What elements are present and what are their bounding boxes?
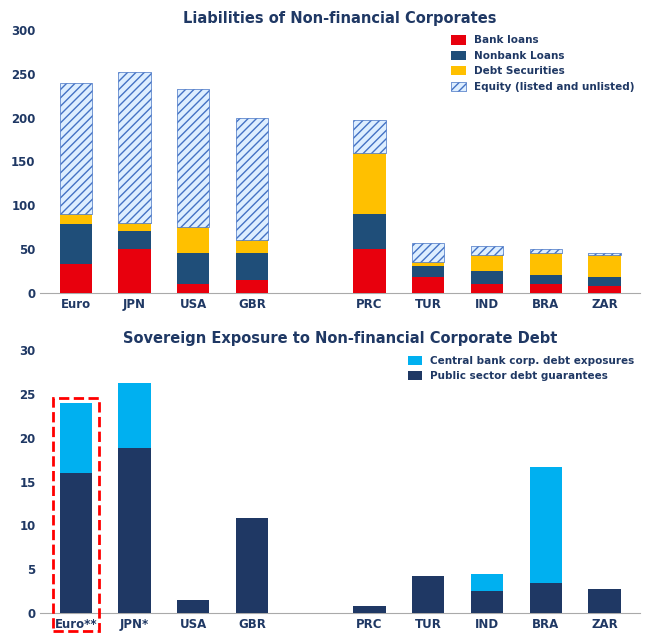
Bar bbox=[60, 403, 92, 473]
Bar bbox=[353, 153, 386, 214]
Bar bbox=[118, 231, 150, 249]
Bar bbox=[60, 214, 92, 225]
Bar bbox=[412, 262, 445, 266]
Bar bbox=[353, 606, 386, 613]
Title: Sovereign Exposure to Non-financial Corporate Debt: Sovereign Exposure to Non-financial Corp… bbox=[123, 331, 557, 347]
Bar bbox=[118, 383, 150, 448]
Legend: Central bank corp. debt exposures, Public sector debt guarantees: Central bank corp. debt exposures, Publi… bbox=[408, 356, 635, 381]
Title: Liabilities of Non-financial Corporates: Liabilities of Non-financial Corporates bbox=[184, 11, 497, 26]
Bar bbox=[471, 284, 503, 293]
Bar bbox=[177, 89, 210, 227]
Bar bbox=[353, 249, 386, 293]
Bar bbox=[589, 254, 621, 255]
Bar bbox=[118, 223, 150, 231]
Bar bbox=[530, 249, 562, 254]
Bar bbox=[530, 584, 562, 613]
Legend: Bank loans, Nonbank Loans, Debt Securities, Equity (listed and unlisted): Bank loans, Nonbank Loans, Debt Securiti… bbox=[451, 35, 635, 92]
Bar bbox=[236, 240, 268, 254]
Bar bbox=[530, 275, 562, 284]
Bar bbox=[530, 254, 562, 275]
Bar bbox=[177, 254, 210, 284]
Bar bbox=[353, 120, 386, 153]
Bar bbox=[236, 279, 268, 293]
Bar bbox=[589, 589, 621, 613]
Bar bbox=[236, 254, 268, 279]
Bar bbox=[60, 264, 92, 293]
Bar bbox=[60, 473, 92, 613]
Bar bbox=[236, 519, 268, 613]
Bar bbox=[589, 255, 621, 277]
Bar bbox=[412, 243, 445, 262]
Bar bbox=[353, 214, 386, 249]
Bar bbox=[412, 277, 445, 293]
Bar bbox=[177, 284, 210, 293]
Bar bbox=[412, 577, 445, 613]
Bar bbox=[60, 83, 92, 214]
Bar bbox=[530, 284, 562, 293]
Bar bbox=[471, 574, 503, 591]
Bar bbox=[471, 247, 503, 255]
Bar bbox=[589, 286, 621, 293]
Bar bbox=[118, 72, 150, 223]
Bar bbox=[471, 255, 503, 271]
Bar bbox=[60, 225, 92, 264]
Bar bbox=[177, 600, 210, 613]
Bar bbox=[471, 591, 503, 613]
Bar bbox=[530, 467, 562, 584]
Bar bbox=[412, 266, 445, 277]
Bar bbox=[177, 227, 210, 254]
Bar bbox=[236, 117, 268, 240]
Bar bbox=[118, 448, 150, 613]
Bar bbox=[118, 249, 150, 293]
Bar bbox=[589, 277, 621, 286]
Bar bbox=[471, 271, 503, 284]
